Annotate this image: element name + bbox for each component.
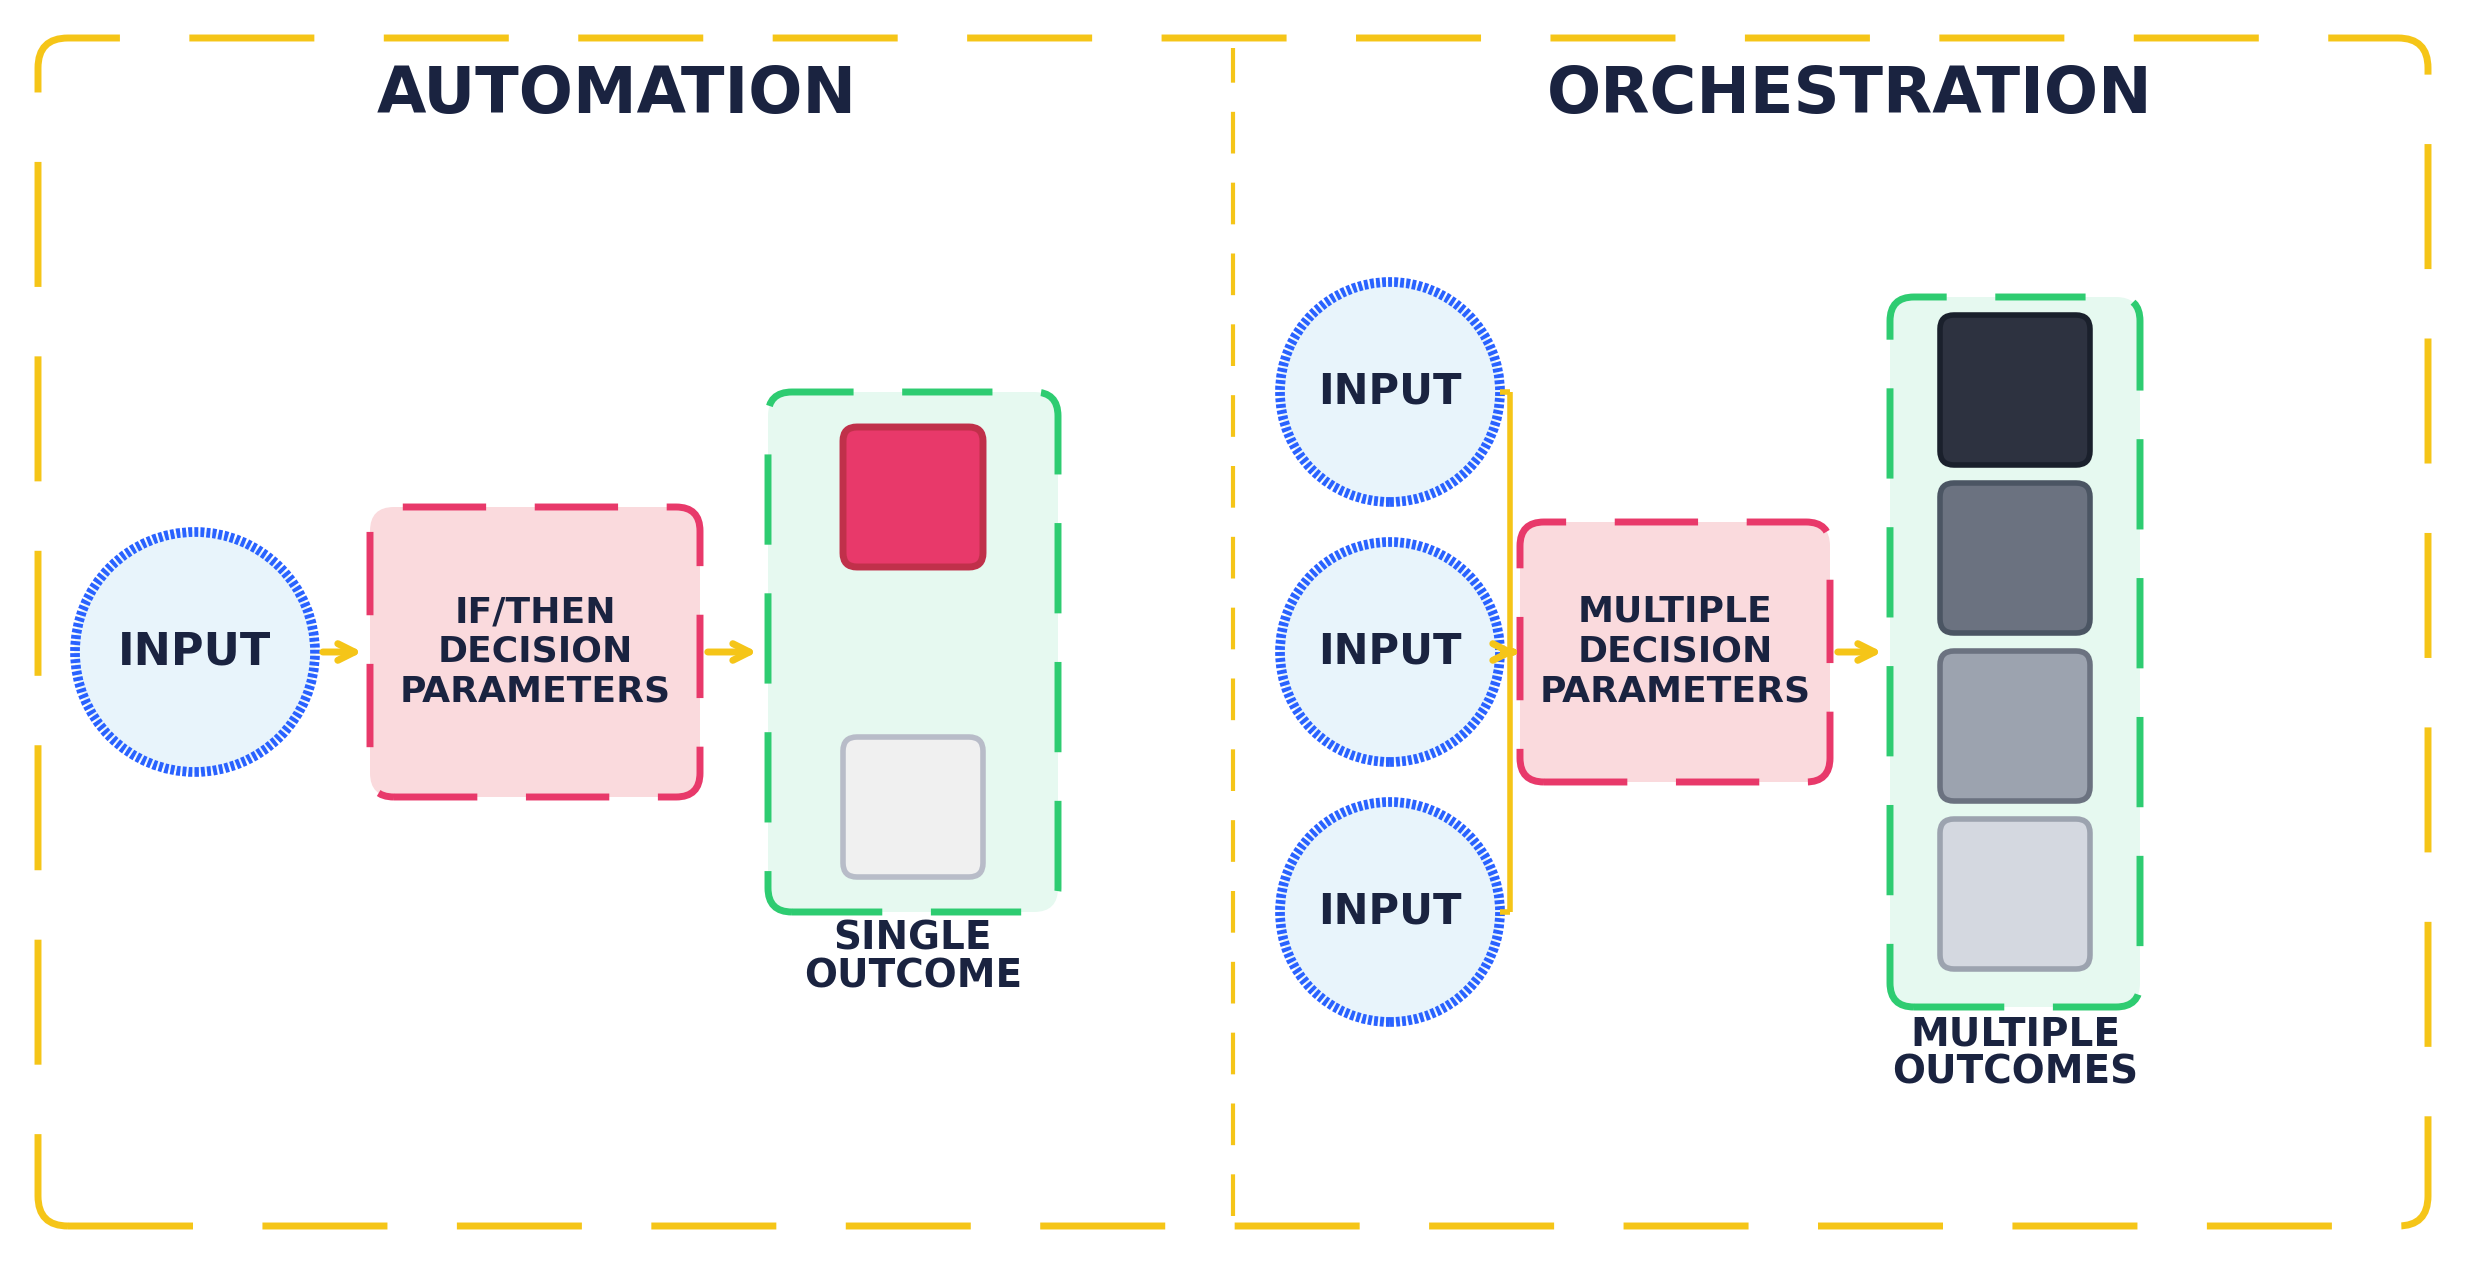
FancyBboxPatch shape (1889, 297, 2140, 1007)
Text: INPUT: INPUT (1319, 631, 1462, 672)
Text: SINGLE: SINGLE (834, 920, 991, 958)
FancyBboxPatch shape (37, 38, 2429, 1226)
FancyBboxPatch shape (1941, 315, 2091, 465)
Text: ORCHESTRATION: ORCHESTRATION (1546, 64, 2153, 126)
Circle shape (74, 532, 316, 772)
Circle shape (1280, 282, 1499, 502)
Text: PARAMETERS: PARAMETERS (1539, 675, 1810, 709)
Text: AUTOMATION: AUTOMATION (377, 64, 856, 126)
FancyBboxPatch shape (843, 737, 984, 877)
Text: OUTCOME: OUTCOME (804, 958, 1021, 996)
Text: IF/THEN: IF/THEN (454, 595, 616, 629)
Text: MULTIPLE: MULTIPLE (1578, 595, 1773, 629)
FancyBboxPatch shape (1519, 522, 1830, 782)
Text: INPUT: INPUT (1319, 891, 1462, 933)
FancyBboxPatch shape (370, 507, 700, 798)
FancyBboxPatch shape (767, 392, 1058, 913)
FancyBboxPatch shape (1941, 819, 2091, 969)
FancyBboxPatch shape (1941, 651, 2091, 801)
Text: INPUT: INPUT (118, 631, 271, 674)
Circle shape (1280, 801, 1499, 1023)
FancyBboxPatch shape (1941, 483, 2091, 633)
FancyBboxPatch shape (843, 427, 984, 568)
Text: INPUT: INPUT (1319, 372, 1462, 413)
Text: OUTCOMES: OUTCOMES (1891, 1053, 2138, 1091)
Text: PARAMETERS: PARAMETERS (399, 675, 671, 709)
Text: MULTIPLE: MULTIPLE (1911, 1015, 2121, 1053)
Text: DECISION: DECISION (1578, 635, 1773, 669)
Circle shape (1280, 542, 1499, 762)
Text: DECISION: DECISION (436, 635, 634, 669)
